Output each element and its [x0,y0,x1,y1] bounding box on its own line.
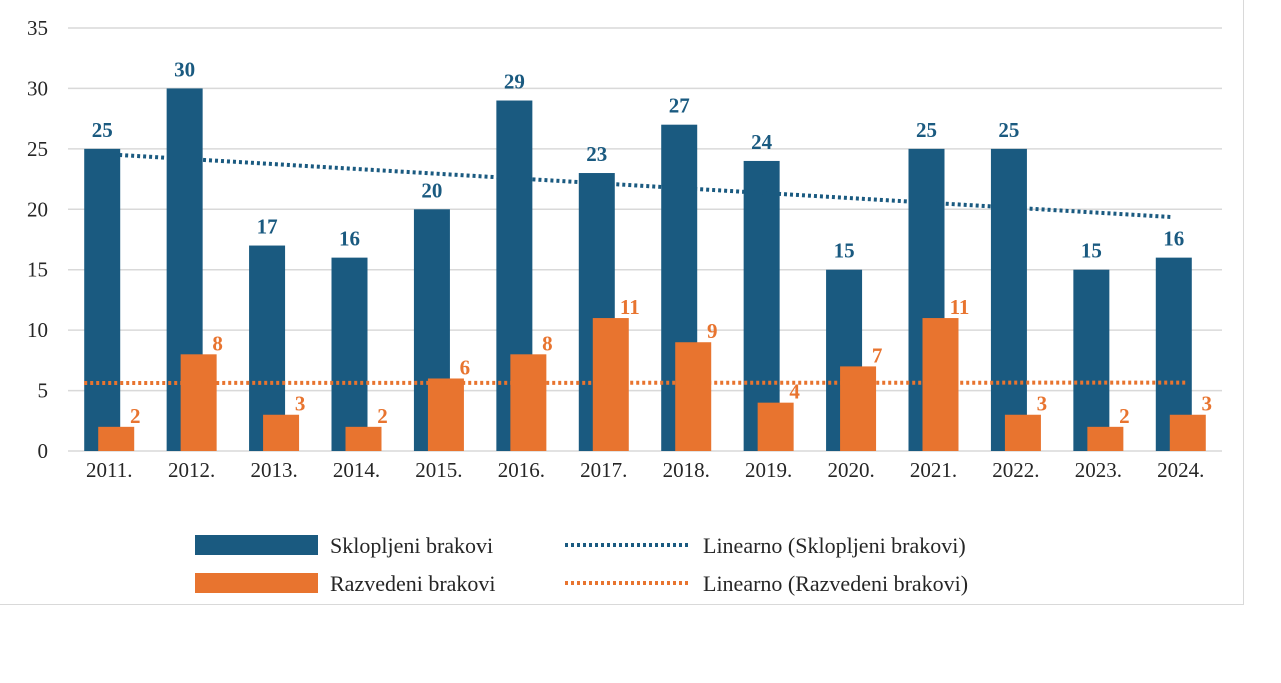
data-label-razvedeni: 2 [130,404,141,428]
bar-razvedeni [263,414,300,451]
data-label-razvedeni: 11 [620,295,640,319]
data-label-razvedeni: 7 [872,343,883,367]
bar-sklopljeni [1073,269,1110,451]
data-label-sklopljeni: 23 [586,142,607,166]
data-label-sklopljeni: 15 [1081,239,1102,263]
data-label-razvedeni: 2 [1119,404,1130,428]
x-tick-label: 2024. [1157,458,1204,482]
x-tick-label: 2020. [827,458,874,482]
x-tick-label: 2013. [250,458,297,482]
x-tick-label: 2019. [745,458,792,482]
data-label-sklopljeni: 30 [174,57,195,81]
data-label-sklopljeni: 17 [257,215,278,239]
y-tick-label: 10 [27,318,48,342]
trendline-sklopljeni [89,151,1171,219]
data-label-razvedeni: 8 [212,331,223,355]
data-label-sklopljeni: 29 [504,70,525,94]
bar-razvedeni [675,342,712,451]
x-tick-label: 2016. [498,458,545,482]
data-label-sklopljeni: 25 [92,118,113,142]
bar-razvedeni [1087,426,1124,451]
y-tick-label: 0 [38,439,49,463]
data-label-sklopljeni: 16 [339,227,360,251]
bar-razvedeni [345,426,382,451]
data-label-razvedeni: 11 [950,295,970,319]
data-label-razvedeni: 4 [789,380,800,404]
data-label-razvedeni: 9 [707,319,718,343]
legend-swatch [195,573,318,593]
bar-razvedeni [592,318,629,451]
bar-sklopljeni [84,148,121,451]
legend-label: Sklopljeni brakovi [330,533,493,558]
x-tick-label: 2014. [333,458,380,482]
bar-razvedeni [180,354,217,451]
data-label-sklopljeni: 24 [751,130,773,154]
legend-label: Razvedeni brakovi [330,571,496,596]
y-tick-label: 5 [38,379,49,403]
x-tick-label: 2012. [168,458,215,482]
data-label-sklopljeni: 27 [669,94,690,118]
x-tick-label: 2023. [1075,458,1122,482]
bar-razvedeni [427,378,464,451]
bar-razvedeni [98,426,135,451]
legend-label: Linearno (Razvedeni brakovi) [703,571,968,596]
x-tick-label: 2011. [86,458,132,482]
bar-razvedeni [510,354,547,451]
x-tick-label: 2021. [910,458,957,482]
y-tick-label: 35 [27,16,48,40]
y-tick-label: 15 [27,258,48,282]
bar-razvedeni [1169,414,1206,451]
data-label-sklopljeni: 15 [834,239,855,263]
data-label-sklopljeni: 25 [916,118,937,142]
bar-razvedeni [1004,414,1041,451]
data-label-razvedeni: 2 [377,404,388,428]
data-label-sklopljeni: 16 [1163,227,1184,251]
bar-sklopljeni [990,148,1027,451]
legend-swatch [195,535,318,555]
y-tick-label: 25 [27,137,48,161]
chart-frame [0,0,1244,605]
x-tick-label: 2018. [663,458,710,482]
x-tick-label: 2022. [992,458,1039,482]
bar-razvedeni [922,318,959,451]
legend-label: Linearno (Sklopljeni brakovi) [703,533,966,558]
bar-sklopljeni [331,257,368,451]
y-tick-label: 20 [27,197,48,221]
data-label-razvedeni: 8 [542,331,553,355]
data-label-razvedeni: 3 [1202,392,1213,416]
data-label-razvedeni: 3 [1037,392,1048,416]
data-label-sklopljeni: 20 [421,178,442,202]
data-label-razvedeni: 6 [460,355,471,379]
bar-razvedeni [757,402,794,451]
x-tick-label: 2015. [415,458,462,482]
bar-razvedeni [840,366,877,451]
data-label-razvedeni: 3 [295,392,306,416]
data-label-sklopljeni: 25 [998,118,1019,142]
x-tick-label: 2017. [580,458,627,482]
y-tick-label: 30 [27,76,48,100]
